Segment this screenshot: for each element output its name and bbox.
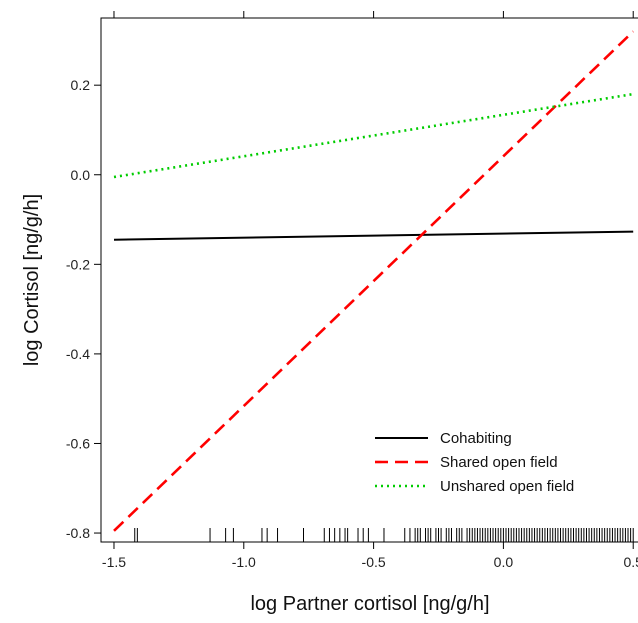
legend-label-cohabiting: Cohabiting (440, 430, 512, 447)
top-axis-ticks (113, 11, 634, 18)
legend: Cohabiting Shared open field Unshared op… (375, 430, 574, 495)
x-tick-label: -1.0 (232, 554, 256, 570)
legend-label-shared-open-field: Shared open field (440, 454, 558, 471)
plot-frame (100, 17, 638, 543)
legend-label-unshared-open-field: Unshared open field (440, 478, 574, 495)
x-tick-label: 0.0 (494, 554, 514, 570)
x-tick-label: -1.5 (102, 554, 126, 570)
y-tick-label: -0.6 (66, 435, 90, 451)
series-lines (113, 30, 635, 532)
y-tick-label: 0.2 (71, 77, 91, 93)
y-axis-ticks: -0.8 -0.6 -0.4 -0.2 0.0 0.2 (66, 77, 101, 541)
y-tick-label: -0.8 (66, 525, 90, 541)
y-tick-label: 0.0 (71, 167, 91, 183)
series-line-unshared-open-field (113, 92, 634, 179)
x-axis-title: log Partner cortisol [ng/g/h] (250, 593, 489, 615)
series-line-shared-open-field (113, 30, 635, 532)
x-tick-label: 0.5 (623, 554, 638, 570)
y-tick-label: -0.4 (66, 346, 90, 362)
y-axis-title: log Cortisol [ng/g/h] (21, 194, 43, 366)
rug-marks (134, 528, 634, 542)
x-tick-label: -0.5 (362, 554, 386, 570)
y-tick-label: -0.2 (66, 256, 90, 272)
series-line-cohabiting (113, 230, 634, 241)
x-axis-ticks: -1.5 -1.0 -0.5 0.0 0.5 (102, 542, 638, 570)
